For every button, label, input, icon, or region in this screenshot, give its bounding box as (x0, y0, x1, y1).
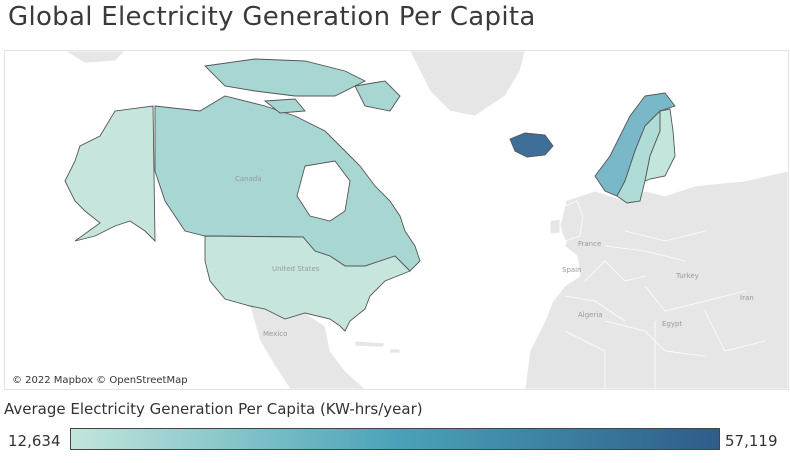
legend-max-label: 57,119 (725, 432, 778, 450)
country-finland[interactable] (644, 108, 676, 182)
greenland-shape (409, 51, 526, 117)
choropleth-map[interactable]: Canada United States Mexico France Spain… (4, 50, 789, 390)
eurasia-africa-shape (524, 170, 788, 389)
place-labels: Canada United States Mexico France Spain… (235, 175, 754, 338)
label-mexico: Mexico (263, 330, 287, 338)
label-spain: Spain (562, 266, 582, 274)
legend-min-label: 12,634 (8, 432, 61, 450)
label-canada: Canada (235, 175, 262, 183)
hudson-bay (296, 160, 351, 222)
country-canada-islands[interactable] (204, 58, 367, 97)
label-algeria: Algeria (578, 311, 603, 319)
country-united-states[interactable] (204, 235, 411, 332)
map-canvas[interactable]: Canada United States Mexico France Spain… (5, 51, 788, 389)
legend-title: Average Electricity Generation Per Capit… (4, 400, 423, 418)
label-iran: Iran (740, 294, 754, 302)
page-title: Global Electricity Generation Per Capita (8, 2, 536, 32)
country-canada[interactable] (154, 95, 421, 272)
country-united-states-alaska[interactable] (64, 105, 156, 243)
label-france: France (578, 240, 601, 248)
britain-shape (559, 200, 584, 242)
legend-color-ramp (70, 428, 720, 450)
label-united-states: United States (272, 265, 320, 273)
data-countries (64, 58, 676, 332)
country-iceland[interactable] (509, 132, 554, 158)
label-turkey: Turkey (675, 272, 699, 280)
label-egypt: Egypt (662, 320, 682, 328)
background-land (64, 51, 788, 389)
background-borders (564, 230, 766, 389)
mexico-shape (249, 305, 366, 389)
map-attribution[interactable]: © 2022 Mapbox © OpenStreetMap (10, 375, 190, 386)
